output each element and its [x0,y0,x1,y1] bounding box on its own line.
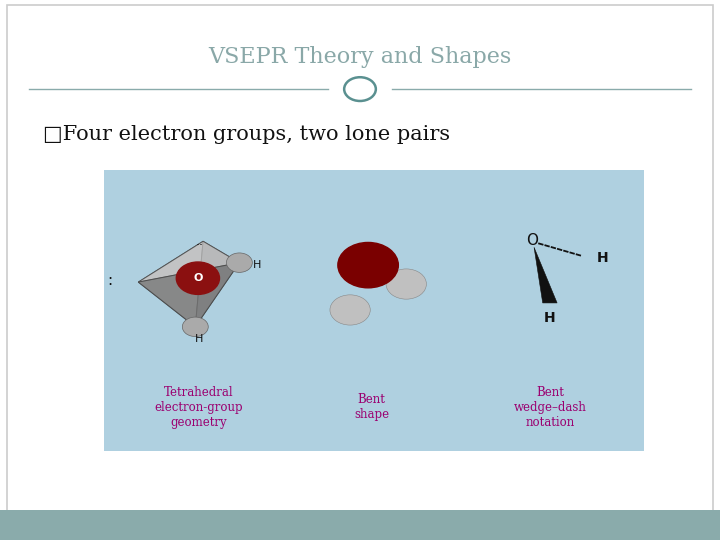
Bar [0,510,720,540]
Text: H: H [597,251,608,265]
Polygon shape [138,241,203,327]
Text: H: H [253,260,261,271]
Text: VSEPR Theory and Shapes: VSEPR Theory and Shapes [208,46,512,68]
Text: H: H [194,334,203,343]
Circle shape [176,262,220,294]
Text: O: O [193,273,202,283]
Polygon shape [534,247,557,303]
Polygon shape [195,241,239,327]
Text: :: : [107,273,113,288]
Text: O: O [526,233,538,248]
Bar [104,170,644,451]
Text: Tetrahedral
electron-group
geometry: Tetrahedral electron-group geometry [155,386,243,429]
Circle shape [330,295,370,325]
Circle shape [386,269,426,299]
Text: □Four electron groups, two lone pairs: □Four electron groups, two lone pairs [43,125,450,145]
Circle shape [338,242,398,288]
Circle shape [226,253,252,272]
Text: Bent
wedge–dash
notation: Bent wedge–dash notation [513,386,586,429]
Circle shape [344,77,376,101]
Text: Bent
shape: Bent shape [354,393,390,421]
Text: ··: ·· [195,239,204,252]
Polygon shape [138,241,239,282]
Circle shape [182,317,208,336]
Text: H: H [544,310,556,325]
Polygon shape [138,262,239,327]
